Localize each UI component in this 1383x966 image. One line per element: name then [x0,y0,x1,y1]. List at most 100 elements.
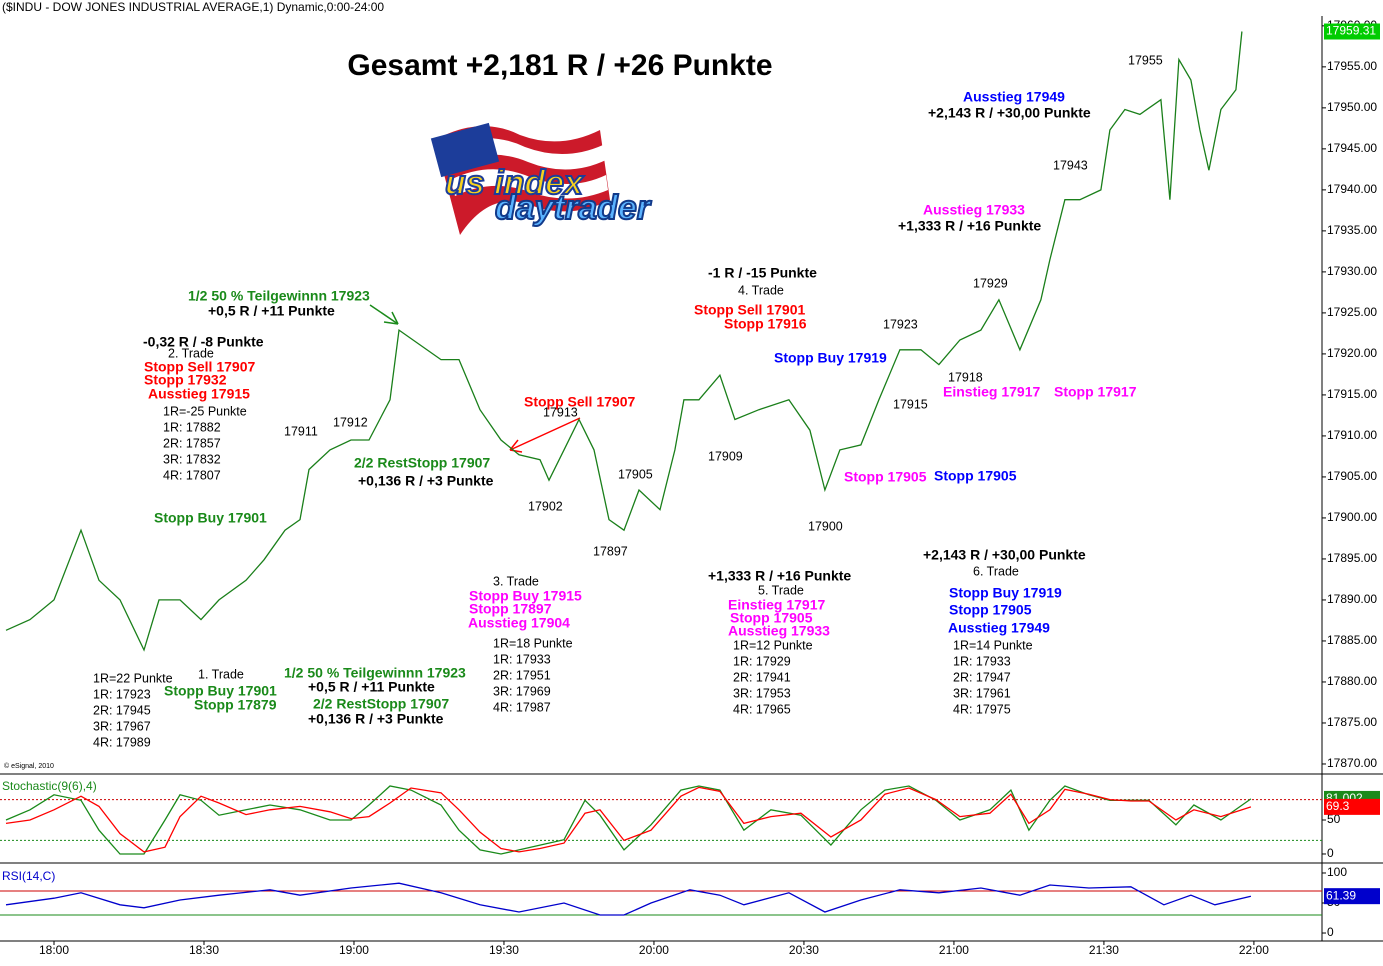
y-tick-label: 100 [1327,865,1347,879]
arrow [369,304,399,325]
annotation: 17911 [284,424,318,438]
annotation: Ausstieg 17949 [948,620,1050,636]
x-tick-label: 19:30 [489,943,519,957]
x-tick-label: 21:30 [1089,943,1119,957]
annotation: Stopp Buy 17901 [164,683,277,699]
annotation: 3R: 17967 [93,719,151,733]
x-tick-label: 18:30 [189,943,219,957]
annotation: -0,32 R / -8 Punkte [143,334,264,350]
y-tick-label: 17880.00 [1327,674,1377,688]
annotation: +1,333 R / +16 Punkte [898,218,1041,234]
annotation: Stopp 17897 [469,601,552,617]
annotation: 3. Trade [493,574,539,588]
annotation: 4. Trade [738,283,784,297]
x-tick-label: 19:00 [339,943,369,957]
annotation: +0,5 R / +11 Punkte [208,303,335,319]
annotation: 3R: 17969 [493,684,551,698]
annotation: 4R: 17807 [163,468,221,482]
annotation: 17913 [543,405,578,419]
annotation: 2R: 17941 [733,670,791,684]
annotation: 1/2 50 % Teilgewinnn 17923 [284,665,466,681]
series-line [5,786,1252,853]
annotation: Stopp Buy 17901 [154,510,267,526]
y-tick-label: 0 [1327,925,1334,939]
series-line [5,31,1243,652]
annotation: 1/2 50 % Teilgewinnn 17923 [188,288,370,304]
annotation: Stopp Sell 17901 [694,302,805,318]
annotation: 6. Trade [973,564,1019,578]
chart-title: Gesamt +2,181 R / +26 Punkte [347,49,772,82]
annotation: 17897 [593,544,628,558]
annotation: Einstieg 17917 [728,597,825,613]
annotation: 1R=18 Punkte [493,636,573,650]
annotation: Stopp 17932 [144,372,227,388]
annotation: Stopp Sell 17907 [524,394,635,410]
annotation: Stopp 17917 [1054,384,1137,400]
annotation: Stopp Buy 17919 [774,350,887,366]
annotation: 2. Trade [168,346,214,360]
annotation: 1R: 17933 [493,652,551,666]
annotation: 17900 [808,519,843,533]
y-tick-label: 17900.00 [1327,510,1377,524]
annotation: Ausstieg 17933 [923,202,1025,218]
y-tick-label: 17895.00 [1327,551,1377,565]
annotation: 2R: 17951 [493,668,551,682]
panel-title: Stochastic(9(6),4) [2,779,97,793]
y-tick-label: 17905.00 [1327,469,1377,483]
annotation: 1R: 17882 [163,420,221,434]
arrow-head [383,311,399,325]
annotation: 2R: 17857 [163,436,221,450]
annotation: Ausstieg 17949 [963,89,1065,105]
annotation: 3R: 17832 [163,452,221,466]
y-tick-label: 17910.00 [1327,428,1377,442]
annotation: 1R=-25 Punkte [163,404,247,418]
annotation: Stopp 17905 [844,469,927,485]
annotation: Stopp 17916 [724,316,807,332]
x-tick-label: 18:00 [39,943,69,957]
annotation: 4R: 17965 [733,702,791,716]
annotation: Stopp Buy 17919 [949,585,1062,601]
annotation: 2/2 RestStopp 17907 [354,455,490,471]
annotation: 4R: 17975 [953,702,1011,716]
y-tick-label: 0 [1327,846,1334,860]
annotation: Stopp 17879 [194,697,277,713]
last-value-box [1324,888,1380,905]
annotation: Ausstieg 17933 [728,623,830,639]
y-tick-label: 17920.00 [1327,346,1377,360]
annotation: 2R: 17947 [953,670,1011,684]
logo-text: daytrader [495,189,652,227]
y-tick-label: 17915.00 [1327,387,1377,401]
y-tick-label: 17930.00 [1327,264,1377,278]
annotation: 1R=12 Punkte [733,638,813,652]
x-tick-label: 22:00 [1239,943,1269,957]
y-tick-label: 17945.00 [1327,141,1377,155]
last-value-box [1324,23,1380,40]
arrow [509,417,581,451]
annotation: 1. Trade [198,667,244,681]
annotation: Ausstieg 17904 [468,615,570,631]
annotation: +0,5 R / +11 Punkte [308,679,435,695]
annotation: 1R=14 Punkte [953,638,1033,652]
annotation: 3R: 17961 [953,686,1011,700]
last-value-label: 69.3 [1326,799,1350,813]
annotation: 17923 [883,317,918,331]
series-line [5,882,1252,916]
series-line [5,785,1252,855]
last-value-label: 61.39 [1326,888,1356,902]
y-tick-label: 17890.00 [1327,592,1377,606]
flag-canton [430,122,500,178]
y-tick-label: 17940.00 [1327,182,1377,196]
annotation: 3R: 17953 [733,686,791,700]
annotation: Stopp Sell 17907 [144,359,255,375]
y-tick-label: 17875.00 [1327,715,1377,729]
annotation: Ausstieg 17915 [148,386,250,402]
annotation: 17912 [333,415,368,429]
y-tick-label: 17955.00 [1327,59,1377,73]
x-tick-label: 21:00 [939,943,969,957]
annotation: 17905 [618,467,653,481]
annotation: 5. Trade [758,583,804,597]
annotation: +0,136 R / +3 Punkte [358,473,494,489]
y-tick-label: 17870.00 [1327,756,1377,770]
